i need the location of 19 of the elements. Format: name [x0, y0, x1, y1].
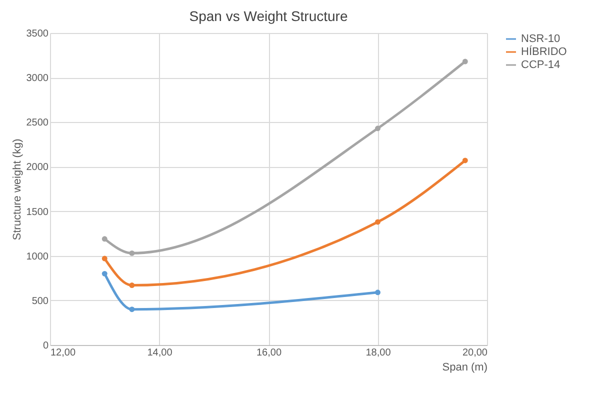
y-tick-label: 0: [42, 340, 49, 352]
legend-label: HÍBRIDO: [521, 45, 568, 58]
legend-label: NSR-10: [521, 33, 560, 45]
x-axis-title: Span (m): [442, 362, 488, 374]
y-axis-title: Structure weight (kg): [11, 138, 24, 240]
y-tick-label: 3500: [26, 28, 49, 40]
y-tick-label: 1000: [26, 251, 49, 262]
chart-title: Span vs Weight Structure: [189, 8, 348, 24]
y-tick-label: 3000: [26, 73, 49, 84]
x-tick-label: 18,00: [366, 348, 392, 358]
y-tick-label: 2500: [26, 118, 49, 129]
x-tick-label: 16,00: [256, 348, 282, 358]
legend-label: CCP-14: [521, 59, 560, 71]
x-tick-label: 12,00: [50, 348, 76, 358]
x-tick-label: 20,00: [462, 348, 488, 358]
y-tick-label: 500: [32, 296, 49, 307]
y-tick-label: 1500: [26, 206, 49, 218]
y-tick-label: 2000: [26, 162, 49, 174]
x-tick-label: 14,00: [147, 348, 173, 358]
